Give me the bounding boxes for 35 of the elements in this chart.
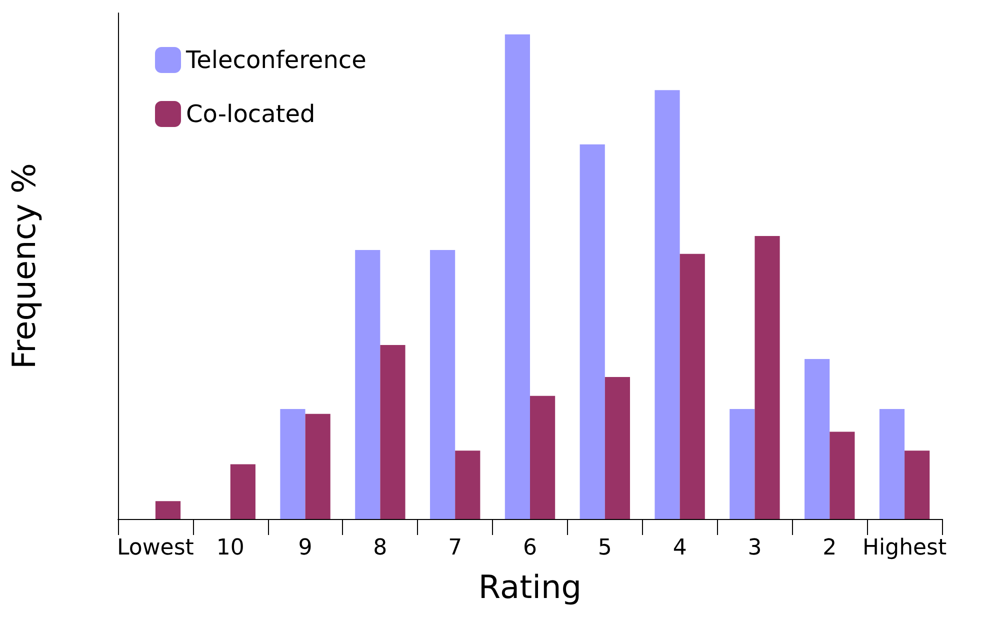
bar: [504, 34, 530, 519]
bar: [754, 236, 780, 519]
bar: [380, 345, 406, 519]
bar: [530, 396, 556, 519]
bar: [430, 250, 456, 519]
x-tick-label: 5: [598, 536, 612, 560]
bar: [155, 501, 181, 519]
legend-label: Co-located: [186, 100, 316, 128]
x-tick-label: 9: [298, 536, 312, 560]
bar: [230, 464, 256, 519]
x-tick-label: 7: [448, 536, 462, 560]
x-tick-label: 6: [523, 536, 537, 560]
bar: [680, 254, 705, 519]
bar: [904, 450, 930, 519]
bar: [280, 408, 306, 519]
x-tick-label: Lowest: [116, 536, 194, 560]
bar: [879, 408, 905, 519]
bar: [730, 408, 755, 519]
bar: [580, 144, 605, 519]
bar: [355, 250, 380, 519]
y-axis-title: Frequency %: [5, 163, 43, 369]
x-tick-label: 2: [822, 536, 837, 560]
bar: [804, 359, 830, 519]
bar: [830, 432, 855, 519]
bar: [654, 90, 680, 519]
bar: [455, 450, 480, 519]
x-axis-title: Rating: [478, 568, 582, 606]
bar: [604, 376, 630, 519]
x-tick-label: Highest: [862, 536, 948, 560]
x-tick-label: 8: [373, 536, 388, 560]
x-tick-label: 10: [216, 536, 244, 560]
bar: [305, 414, 330, 519]
legend-label: Teleconference: [185, 46, 366, 74]
x-tick-label: 4: [672, 536, 687, 560]
x-tick-label: 3: [748, 536, 762, 560]
